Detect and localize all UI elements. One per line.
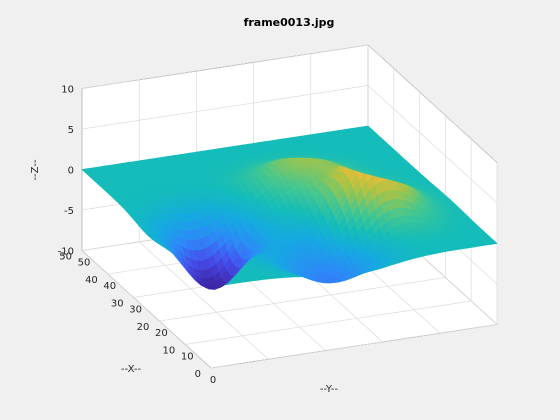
x-tick-label: 40 [85, 275, 98, 286]
y-tick-label: 40 [103, 281, 116, 292]
grid-line-floor-x [210, 324, 498, 369]
z-tick-label: -5 [64, 206, 74, 217]
z-tick-label: 0 [68, 166, 74, 177]
y-tick-label: 20 [155, 328, 168, 339]
y-tick-label: 10 [181, 352, 194, 363]
grid-line-wall-z2 [367, 44, 498, 163]
x-tick-label: 50 [59, 252, 72, 263]
y-tick-label: 30 [129, 305, 142, 316]
y-axis-label: --Y-- [320, 384, 339, 395]
surface-plot [81, 125, 498, 290]
chart-title: frame0013.jpg [244, 16, 335, 29]
x-tick-label: 10 [162, 346, 175, 357]
surface-patch [81, 168, 91, 173]
grid-line-wall-z [81, 85, 369, 130]
grid-line-wall-z2 [367, 85, 498, 204]
grid-line-wall-z [81, 44, 369, 89]
grid-line-floor-y [81, 250, 212, 369]
z-tick-label: 10 [61, 85, 74, 96]
grid-line-floor-x [185, 300, 472, 345]
x-tick-label: 30 [111, 299, 124, 310]
y-tick-label: 50 [78, 258, 91, 269]
z-tick-label: 5 [68, 125, 74, 136]
x-axis-label: --X-- [121, 364, 142, 375]
y-tick-label: 0 [210, 375, 216, 386]
grid-line-floor-x [159, 277, 446, 322]
x-tick-label: 0 [195, 369, 201, 380]
z-tick-label: -10 [58, 247, 74, 258]
x-tick-label: 20 [137, 322, 150, 333]
z-axis-label: --Z-- [30, 159, 41, 181]
grid-line-floor-y [138, 241, 269, 360]
